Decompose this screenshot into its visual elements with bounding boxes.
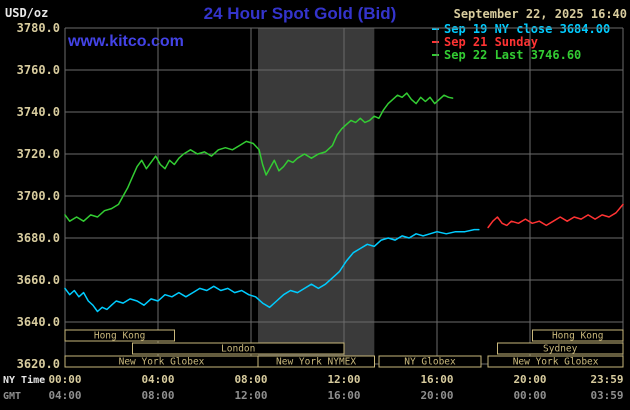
x-tick-label: 00:00 [513, 389, 547, 402]
y-tick-label: 3640.0 [16, 315, 60, 329]
legend-label: Sep 21 Sunday [444, 35, 538, 49]
x-tick-label: 08:00 [234, 373, 268, 386]
session-box [131, 342, 345, 355]
x-tick-label: 12:00 [327, 373, 361, 386]
session-box [257, 355, 375, 368]
x-tick-label: 20:00 [513, 373, 547, 386]
legend: Sep 19 NY close 3684.00 Sep 21 Sunday Se… [432, 23, 628, 62]
x-axis-ny-time: 00:00 04:00 08:00 12:00 16:00 20:00 23:59 [0, 373, 630, 386]
x-tick-label: 00:00 [48, 373, 82, 386]
plot-area: Hong Kong Hong Kong London Sydney New York G… [64, 27, 624, 368]
session-box [64, 329, 175, 342]
x-tick-label: 04:00 [48, 389, 82, 402]
session-label: NY Globex [404, 357, 456, 368]
y-tick-label: 3680.0 [16, 231, 60, 245]
session-label: Sydney [543, 344, 578, 355]
x-axis-gmt: 04:00 08:00 12:00 16:00 20:00 00:00 03:59 [0, 389, 630, 402]
chart-title: 24 Hour Spot Gold (Bid) [203, 4, 397, 23]
y-tick-label: 3660.0 [16, 273, 60, 287]
legend-item-sep19: Sep 19 NY close 3684.00 [432, 23, 628, 36]
x-tick-label: 12:00 [234, 389, 268, 402]
chart-datetime: September 22, 2025 16:40 [453, 7, 627, 21]
x-tick-label: 08:00 [141, 389, 175, 402]
y-tick-label: 3720.0 [16, 147, 60, 161]
y-axis: 3780.0 3760.0 3740.0 3720.0 3700.0 3680.0 3660… [0, 22, 60, 371]
y-tick-label: 3620.0 [16, 357, 60, 371]
x-tick-label: 03:59 [590, 389, 624, 402]
session-box [531, 329, 624, 342]
legend-label: Sep 22 Last 3746.60 [444, 48, 582, 62]
series-sep19 [64, 228, 480, 313]
session-label: Hong Kong [94, 331, 145, 342]
session-label: Hong Kong [552, 331, 603, 342]
legend-item-sep22: Sep 22 Last 3746.60 [432, 49, 628, 62]
session-box [487, 355, 624, 368]
legend-item-sep21: Sep 21 Sunday [432, 36, 628, 49]
y-tick-label: 3740.0 [16, 105, 60, 119]
x-tick-label: 23:59 [590, 373, 624, 386]
session-label: New York Globex [119, 357, 205, 368]
x-tick-label: 20:00 [420, 389, 454, 402]
y-tick-label: 3760.0 [16, 63, 60, 77]
legend-dash-icon [432, 54, 439, 56]
session-label: London [221, 344, 255, 355]
y-tick-label: 3700.0 [16, 189, 60, 203]
y-axis-unit-label: USD/oz [5, 6, 49, 20]
series-sep22 [64, 92, 454, 222]
x-axis-timezone-label-gmt: GMT [3, 391, 22, 402]
session-box [496, 342, 624, 355]
session-label: New York NYMEX [276, 357, 356, 368]
kitco-website-link[interactable]: www.kitco.com [68, 33, 184, 50]
session-label: New York Globex [513, 357, 599, 368]
session-box [378, 355, 482, 368]
series-sep21 [487, 203, 624, 229]
x-tick-label: 16:00 [327, 389, 361, 402]
x-axis-timezone-label-ny: NY Time [3, 375, 46, 386]
y-tick-label: 3780.0 [16, 21, 60, 35]
legend-label: Sep 19 NY close 3684.00 [444, 22, 611, 36]
x-tick-label: 16:00 [420, 373, 454, 386]
legend-dash-icon [432, 41, 439, 43]
x-tick-label: 04:00 [141, 373, 175, 386]
legend-dash-icon [432, 28, 439, 30]
